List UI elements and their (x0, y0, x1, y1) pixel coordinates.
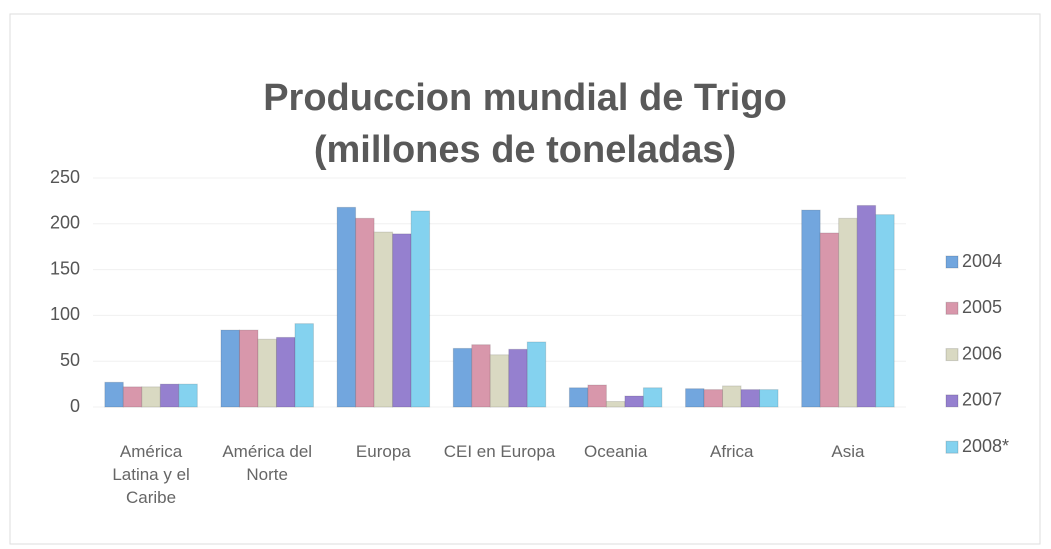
legend-swatch (945, 440, 959, 454)
chart-title: Produccion mundial de Trigo (263, 77, 787, 119)
y-tick-label: 150 (50, 258, 80, 278)
bar (220, 329, 240, 408)
bar (740, 389, 761, 408)
bar (703, 389, 724, 408)
bar (373, 231, 394, 408)
bar (452, 347, 473, 408)
x-tick-label: América Latina y el Caribe (112, 442, 190, 507)
bar (685, 388, 705, 408)
bar (141, 386, 161, 408)
legend-label: 2007 (962, 390, 1002, 410)
bar (722, 385, 742, 408)
bar (759, 389, 779, 408)
bar (526, 341, 547, 408)
bar (508, 348, 528, 408)
bar (605, 401, 626, 408)
bar (392, 233, 412, 408)
x-tick-label: Europa (355, 442, 411, 461)
legend-swatch (945, 301, 959, 315)
bar (819, 232, 840, 408)
x-tick-label: Africa (710, 442, 754, 461)
y-tick-label: 250 (50, 167, 80, 187)
bar (838, 217, 858, 408)
x-tick-label: Asia (831, 442, 865, 461)
bar (801, 209, 821, 408)
legend-swatch (945, 348, 959, 362)
y-tick-label: 200 (50, 213, 80, 233)
bar (178, 383, 198, 408)
x-tick-label: América del Norte (222, 442, 313, 484)
legend-label: 2005 (962, 297, 1002, 317)
bar (275, 336, 296, 408)
bar (568, 387, 589, 408)
legend-label: 2008* (962, 436, 1009, 456)
bar (336, 206, 357, 408)
bar (355, 217, 375, 408)
y-tick-label: 100 (50, 304, 80, 324)
bar (856, 204, 877, 408)
y-tick-label: 50 (60, 350, 80, 370)
bar (122, 386, 143, 408)
bar (875, 214, 895, 408)
bar (238, 329, 259, 408)
x-tick-label: Oceania (583, 442, 648, 461)
legend-swatch (945, 394, 959, 408)
bar (489, 354, 510, 408)
bar (624, 395, 644, 408)
x-tick-label: CEI en Europa (443, 442, 556, 461)
bar (587, 384, 607, 408)
bar (257, 338, 277, 408)
legend-swatch (945, 255, 959, 269)
legend-label: 2004 (962, 251, 1002, 271)
y-tick-label: 0 (70, 396, 80, 416)
legend-label: 2006 (962, 343, 1002, 363)
bar (471, 344, 491, 408)
bar (159, 383, 180, 408)
bar (294, 323, 314, 408)
bar (410, 210, 431, 408)
bar (642, 387, 663, 408)
chart-subtitle: (millones de toneladas) (314, 129, 736, 171)
bar (104, 381, 124, 408)
